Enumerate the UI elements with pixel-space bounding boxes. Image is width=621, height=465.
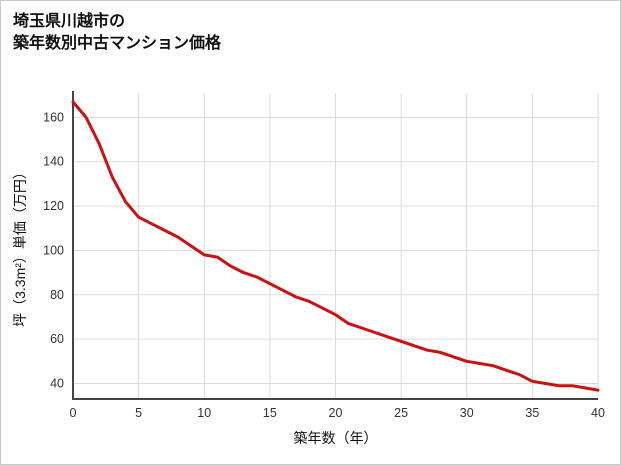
chart-title-line2: 築年数別中古マンション価格 <box>13 35 222 52</box>
chart-title: 埼玉県川越市の 築年数別中古マンション価格 <box>13 11 221 55</box>
svg-text:20: 20 <box>329 406 343 420</box>
svg-text:坪（3.3m²）単価（万円）: 坪（3.3m²）単価（万円） <box>12 165 28 327</box>
svg-text:15: 15 <box>263 406 277 420</box>
svg-text:160: 160 <box>43 110 64 124</box>
svg-text:120: 120 <box>43 199 64 213</box>
svg-text:80: 80 <box>50 288 64 302</box>
svg-text:40: 40 <box>50 376 64 390</box>
svg-text:60: 60 <box>50 332 64 346</box>
svg-text:140: 140 <box>43 155 64 169</box>
svg-text:0: 0 <box>70 406 77 420</box>
svg-text:5: 5 <box>135 406 142 420</box>
svg-text:25: 25 <box>394 406 408 420</box>
chart-title-line1: 埼玉県川越市の <box>13 13 126 30</box>
svg-text:10: 10 <box>197 406 211 420</box>
svg-text:100: 100 <box>43 243 64 257</box>
svg-text:築年数（年）: 築年数（年） <box>294 430 378 446</box>
svg-text:35: 35 <box>525 406 539 420</box>
svg-text:40: 40 <box>591 406 605 420</box>
svg-text:30: 30 <box>460 406 474 420</box>
